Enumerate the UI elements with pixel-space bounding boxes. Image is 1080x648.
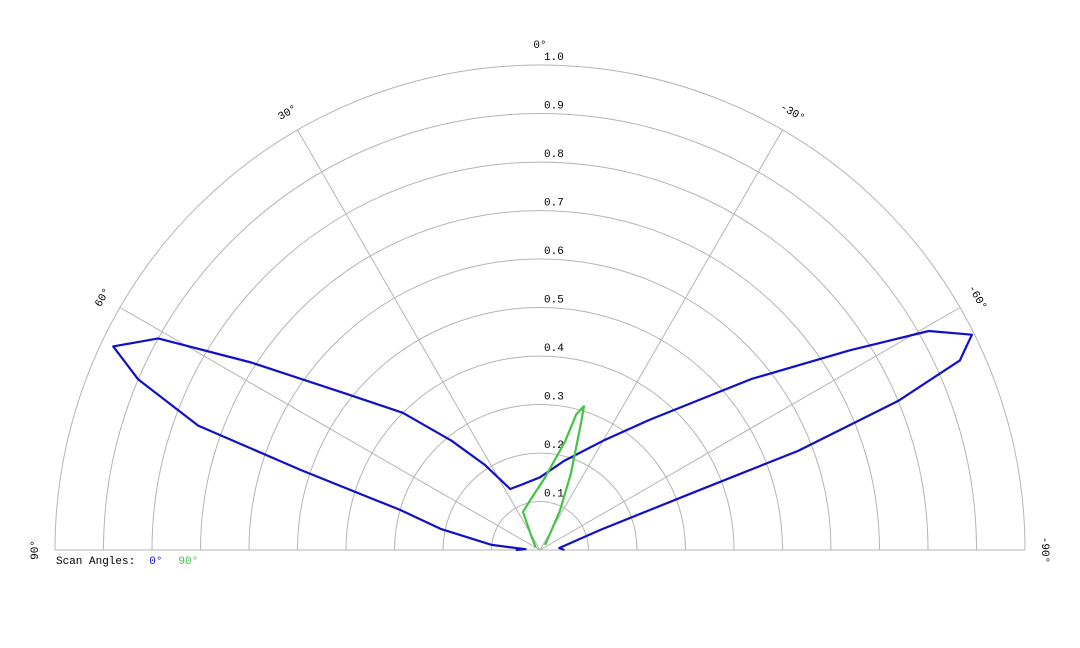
r-tick-label: 0.3	[544, 391, 564, 403]
r-tick-label: 1.0	[544, 52, 564, 64]
grid-ray	[119, 307, 541, 551]
grid-ray	[297, 129, 541, 551]
grid-circle	[442, 452, 638, 551]
r-tick-label: 0.4	[544, 343, 564, 355]
grid-circle	[491, 501, 589, 551]
legend-entry: 0°	[149, 556, 162, 568]
theta-tick-label: 90°	[30, 540, 42, 560]
r-tick-label: 0.1	[544, 488, 564, 500]
theta-tick-label: 60°	[93, 286, 113, 309]
r-tick-label: 0.8	[544, 149, 564, 161]
grid-circle	[151, 161, 929, 551]
grid-circle	[103, 113, 977, 551]
grid-circle	[54, 64, 1026, 551]
grid-ray	[539, 129, 783, 551]
grid-ray	[539, 307, 961, 551]
grid-circle	[345, 355, 735, 551]
theta-tick-label: -30°	[778, 102, 807, 126]
theta-tick-label: 30°	[276, 103, 299, 123]
r-tick-label: 0.7	[544, 197, 564, 209]
series-line	[521, 405, 586, 548]
grid-circle	[394, 404, 686, 551]
legend-entry: 90°	[178, 556, 198, 568]
legend-title: Scan Angles:	[56, 556, 135, 568]
r-tick-label: 0.2	[544, 440, 564, 452]
grid-circle	[200, 210, 880, 551]
r-tick-label: 0.5	[544, 294, 564, 306]
theta-tick-label: -60°	[965, 284, 989, 313]
theta-tick-label: 0°	[533, 40, 546, 52]
r-tick-label: 0.6	[544, 246, 564, 258]
r-tick-label: 0.9	[544, 100, 564, 112]
series-line	[112, 329, 973, 552]
theta-tick-label: -90°	[1038, 537, 1050, 563]
grid-circle	[248, 258, 832, 551]
grid-circle	[297, 307, 783, 551]
